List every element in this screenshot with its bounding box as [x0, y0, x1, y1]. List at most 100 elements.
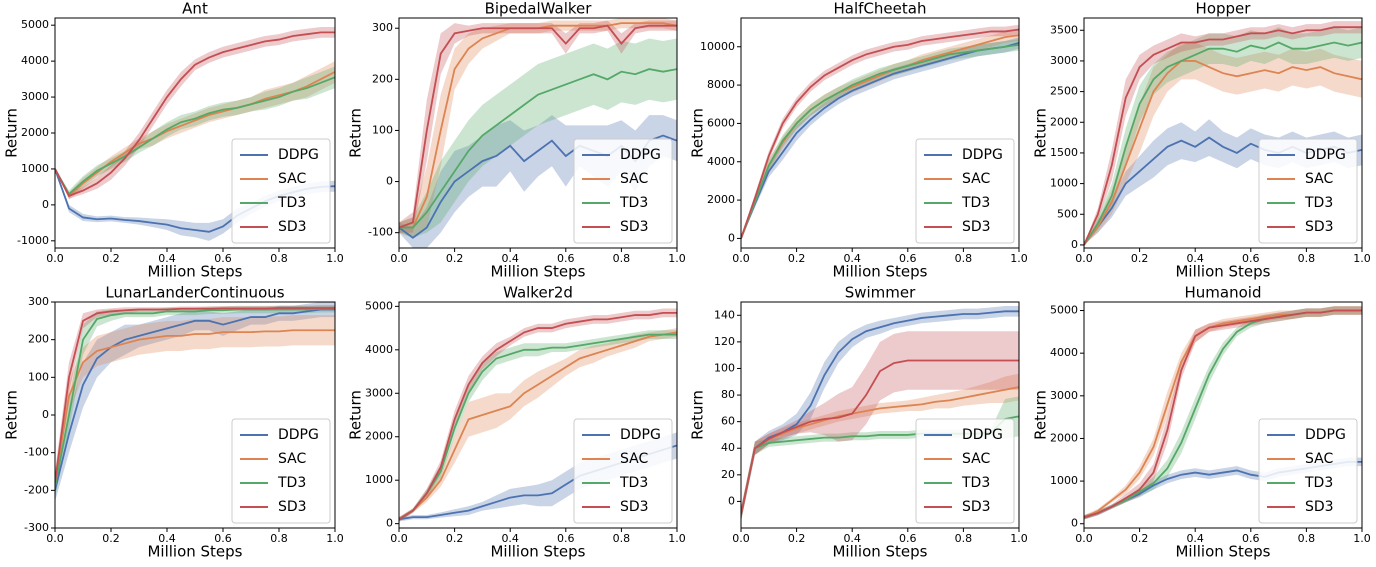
x-tick-label: 0.8	[270, 532, 288, 545]
x-tick-label: 0.0	[732, 532, 750, 545]
legend: DDPG SAC TD3 SD3	[573, 418, 673, 524]
y-axis-label: Return	[1032, 390, 1050, 440]
x-tick-label: 0.0	[1075, 252, 1093, 265]
legend-box	[915, 138, 1015, 244]
y-tick-label: 0	[728, 494, 735, 507]
legend-label: SAC	[962, 451, 990, 467]
legend-box	[231, 138, 331, 244]
legend: DDPG SAC TD3 SD3	[915, 418, 1015, 524]
x-axis-label: Million Steps	[490, 543, 585, 561]
legend-label: DDPG	[962, 427, 1003, 443]
x-tick-label: 0.6	[899, 252, 917, 265]
x-axis-label: Million Steps	[832, 263, 927, 281]
legend: DDPG SAC TD3 SD3	[231, 138, 331, 244]
x-tick-label: 0.4	[1186, 532, 1204, 545]
y-tick-label: -200	[24, 483, 49, 496]
line	[55, 31, 335, 198]
x-tick-label: 0.4	[158, 532, 176, 545]
x-tick-label: 0.4	[158, 252, 176, 265]
y-tick-label: 2000	[1050, 115, 1078, 128]
legend: DDPG SAC TD3 SD3	[1258, 138, 1358, 244]
x-tick-label: 1.0	[1353, 252, 1371, 265]
legend-box	[573, 138, 673, 244]
legend-box	[1258, 138, 1358, 244]
x-tick-label: 0.6	[214, 532, 232, 545]
legend-label: SD3	[1305, 219, 1334, 235]
y-axis-label: Return	[347, 108, 365, 158]
axes-frame	[398, 301, 678, 529]
legend-label: DDPG	[620, 427, 661, 443]
line	[55, 76, 335, 196]
legend-label: SAC	[962, 171, 990, 187]
y-tick-label: 2000	[21, 126, 49, 139]
y-tick-label: 100	[714, 361, 735, 374]
legend-label: SD3	[1305, 499, 1334, 515]
legend-label: TD3	[961, 195, 990, 211]
band	[399, 308, 677, 522]
legend-label: DDPG	[620, 147, 661, 163]
y-tick-label: 10000	[700, 40, 735, 53]
x-tick-label: 0.8	[1298, 532, 1316, 545]
x-tick-label: 0.6	[557, 252, 575, 265]
legend: DDPG SAC TD3 SD3	[915, 138, 1015, 244]
legend-label: DDPG	[1305, 427, 1346, 443]
x-tick-label: 0.8	[955, 252, 973, 265]
x-tick-label: 0.2	[788, 532, 806, 545]
y-tick-label: 80	[721, 388, 735, 401]
band	[55, 61, 335, 200]
band	[399, 38, 677, 238]
chart-title: Walker2d	[503, 284, 573, 302]
x-axis-label: Million Steps	[1175, 543, 1270, 561]
y-axis-label: Return	[689, 390, 707, 440]
plot: 0.0 0.2 0.4 0.6 0.8 1.0 -1000 0 1000 2000 3000 4000…	[3, 0, 344, 281]
legend-label: TD3	[619, 195, 648, 211]
legend-label: SAC	[1305, 451, 1333, 467]
x-tick-label: 0.4	[1186, 252, 1204, 265]
legend-label: SAC	[1305, 171, 1333, 187]
x-tick-label: 0.6	[1242, 532, 1260, 545]
line	[1084, 41, 1362, 246]
y-tick-label: 4000	[365, 343, 393, 356]
legend-label: SD3	[278, 499, 307, 515]
band	[741, 29, 1019, 239]
x-tick-label: 0.4	[843, 252, 861, 265]
y-tick-label: 4000	[21, 54, 49, 67]
y-tick-label: 5000	[365, 299, 393, 312]
axes-frame	[398, 17, 678, 249]
band	[55, 315, 335, 495]
y-tick-label: 0	[42, 198, 49, 211]
y-tick-label: 200	[372, 72, 393, 85]
x-tick-label: 0.0	[46, 252, 64, 265]
y-tick-label: 2000	[707, 193, 735, 206]
band	[741, 305, 1019, 522]
legend-label: DDPG	[278, 427, 319, 443]
x-axis-label: Million Steps	[147, 543, 242, 561]
y-tick-label: 3000	[21, 90, 49, 103]
y-tick-label: 200	[28, 333, 49, 346]
axes-frame	[1083, 301, 1363, 529]
x-tick-label: 0.6	[1242, 252, 1260, 265]
y-tick-label: -300	[24, 521, 49, 534]
plot: 0.0 0.2 0.4 0.6 0.8 1.0 -300 -200 -100 0 100 200 300…	[3, 284, 344, 561]
line	[399, 331, 677, 521]
line	[741, 28, 1019, 239]
line	[399, 24, 677, 229]
legend: DDPG SAC TD3 SD3	[231, 418, 331, 524]
x-tick-label: 0.6	[899, 532, 917, 545]
legend-label: SD3	[962, 499, 991, 515]
x-tick-label: 0.2	[446, 532, 464, 545]
line	[399, 333, 677, 521]
x-tick-label: 0.0	[390, 532, 408, 545]
x-tick-label: 0.0	[1075, 532, 1093, 545]
x-tick-label: 0.8	[613, 532, 631, 545]
x-tick-label: 0.6	[557, 532, 575, 545]
axes-frame	[1083, 17, 1363, 249]
y-tick-label: 2000	[365, 430, 393, 443]
x-tick-label: 0.0	[732, 252, 750, 265]
chart-title: Hopper	[1196, 0, 1252, 18]
legend-label: SD3	[620, 219, 649, 235]
plot-area	[741, 24, 1019, 239]
chart-title: Swimmer	[845, 284, 916, 302]
band	[1084, 27, 1362, 245]
legend-label: SD3	[278, 219, 307, 235]
